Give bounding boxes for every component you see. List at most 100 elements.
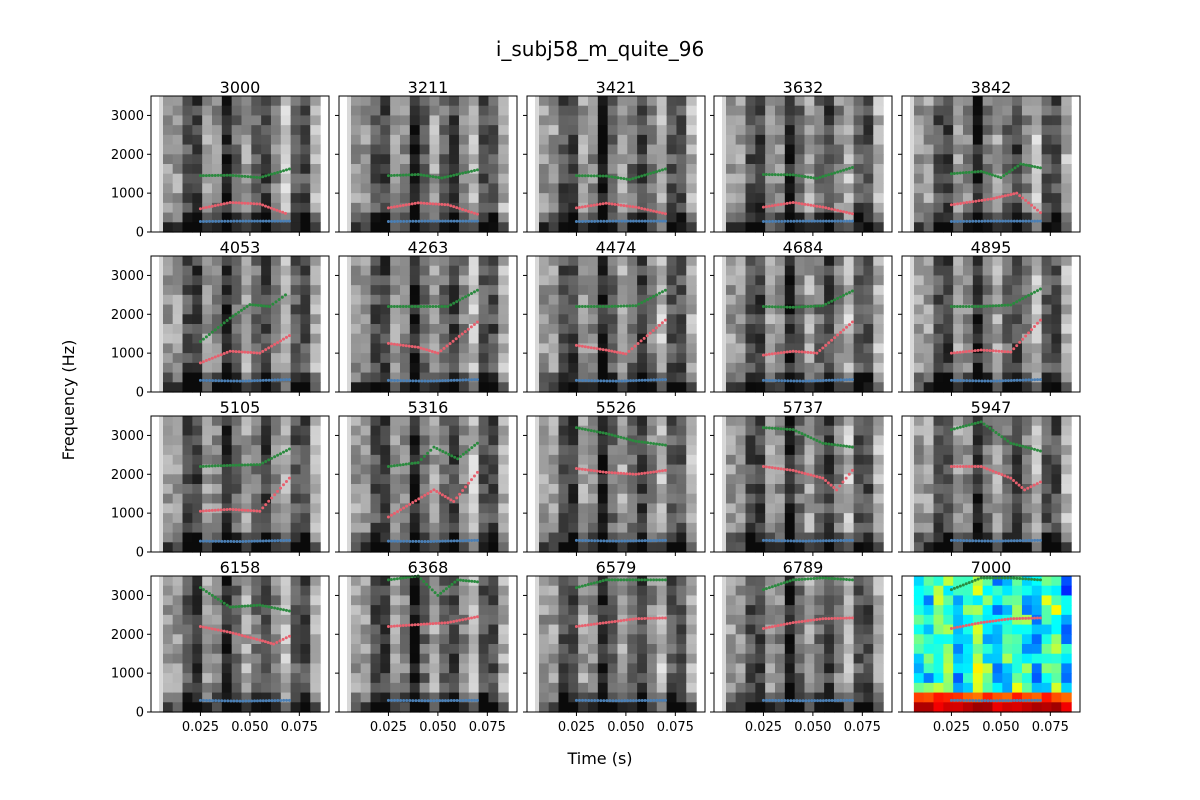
spectrogram-cell xyxy=(182,682,193,694)
spectrogram-cell xyxy=(400,265,411,277)
spectrogram-cell xyxy=(784,435,796,446)
spectrogram-cell xyxy=(350,382,362,393)
formant-point-f1 xyxy=(205,539,209,543)
spectrogram-cell xyxy=(241,144,252,155)
spectrogram-cell xyxy=(982,372,994,383)
spectrogram-cell xyxy=(538,333,550,345)
formant-point-f2 xyxy=(222,202,226,206)
spectrogram-cell xyxy=(607,222,619,233)
formant-point-f3 xyxy=(577,174,581,178)
spectrogram-cell xyxy=(400,105,411,117)
spectrogram-cell xyxy=(162,183,174,194)
formant-point-f3 xyxy=(254,303,258,307)
spectrogram-cell xyxy=(290,343,302,354)
spectrogram-cell xyxy=(963,484,974,495)
spectrogram-cell xyxy=(597,96,609,107)
spectrogram-cell xyxy=(498,484,509,495)
formant-point-f1 xyxy=(640,219,644,223)
spectrogram-cell xyxy=(873,202,884,214)
formant-point-f1 xyxy=(577,538,581,542)
spectrogram-cell xyxy=(350,134,362,146)
spectrogram-cell xyxy=(873,474,884,485)
spectrogram-cell xyxy=(745,454,756,466)
spectrogram-cell xyxy=(488,416,499,427)
spectrogram-cell xyxy=(419,314,431,325)
spectrogram-cell xyxy=(1002,183,1013,194)
spectrogram-cell xyxy=(676,173,687,185)
spectrogram-cell xyxy=(913,333,925,345)
spectrogram-cell xyxy=(794,493,806,505)
spectrogram-cell xyxy=(548,503,560,514)
spectrogram-cell xyxy=(597,493,609,505)
spectrogram-cell xyxy=(310,362,321,374)
formant-point-f3 xyxy=(770,426,774,430)
formant-point-f2 xyxy=(797,350,801,354)
formant-point-f3 xyxy=(812,176,816,180)
formant-point-f2 xyxy=(968,200,972,204)
formant-point-f3 xyxy=(991,428,995,432)
spectrogram-cell xyxy=(933,333,944,345)
formant-point-f3 xyxy=(658,442,662,446)
spectrogram-cell xyxy=(833,173,845,185)
spectrogram-cell xyxy=(676,416,687,427)
spectrogram-cell xyxy=(992,382,1003,393)
formant-point-f2 xyxy=(1012,479,1016,482)
spectrogram-cell xyxy=(400,285,411,296)
spectrogram-cell xyxy=(478,324,490,335)
formant-point-f3 xyxy=(243,463,247,467)
spectrogram-cell xyxy=(637,183,648,194)
spectrogram-cell xyxy=(1051,125,1062,136)
formant-point-f2 xyxy=(231,201,235,205)
spectrogram-cell xyxy=(627,532,638,543)
spectrogram-cell xyxy=(202,333,213,345)
spectrogram-cell xyxy=(261,522,272,534)
spectrogram-cell xyxy=(280,105,292,117)
spectrogram-cell xyxy=(400,522,411,534)
spectrogram-cell xyxy=(972,134,984,146)
spectrogram-cell xyxy=(963,314,974,325)
formant-point-f1 xyxy=(435,539,439,543)
formant-point-f3 xyxy=(1018,444,1022,448)
formant-point-f2 xyxy=(764,465,768,469)
spectrogram-cell xyxy=(290,154,302,165)
spectrogram-cell xyxy=(468,425,480,437)
spectrogram-cell xyxy=(1051,333,1062,345)
spectrogram-cell xyxy=(578,193,589,204)
formant-point-f1 xyxy=(789,379,793,383)
spectrogram-cell xyxy=(390,202,401,214)
spectrogram-cell xyxy=(814,503,825,514)
formant-point-f2 xyxy=(595,203,599,207)
formant-point-f2 xyxy=(243,508,247,512)
spectrogram-cell xyxy=(982,474,994,485)
formant-point-f3 xyxy=(776,427,780,431)
formant-point-f1 xyxy=(761,538,765,542)
spectrogram-cell xyxy=(558,445,569,456)
spectrogram-cell xyxy=(686,202,697,214)
spectrogram-cell xyxy=(212,304,223,315)
spectrogram-cell xyxy=(982,265,994,277)
spectrogram-cell xyxy=(1021,503,1033,514)
spectrogram-cell xyxy=(992,115,1003,126)
spectrogram-cell xyxy=(468,212,480,223)
formant-point-f1 xyxy=(441,379,445,383)
formant-point-f3 xyxy=(663,167,667,171)
formant-point-f2 xyxy=(1000,473,1004,477)
spectrogram-cell xyxy=(478,362,490,374)
formant-point-f2 xyxy=(452,205,456,209)
spectrogram-cell xyxy=(943,115,954,126)
spectrogram-cell xyxy=(221,265,233,277)
spectrogram-cell xyxy=(597,304,609,315)
spectrogram-cell xyxy=(231,202,243,214)
formant-point-f2 xyxy=(389,205,393,209)
spectrogram-cell xyxy=(972,202,984,214)
spectrogram-cell xyxy=(409,513,421,524)
spectrogram-cell xyxy=(755,202,766,214)
spectrogram-cell xyxy=(538,193,550,204)
spectrogram-cell xyxy=(449,532,460,543)
formant-point-f3 xyxy=(437,305,441,309)
spectrogram-cell xyxy=(400,532,411,543)
spectrogram-cell xyxy=(270,212,282,223)
formant-point-f3 xyxy=(431,305,435,309)
spectrogram-cell xyxy=(172,673,184,684)
formant-point-f1 xyxy=(201,219,205,223)
